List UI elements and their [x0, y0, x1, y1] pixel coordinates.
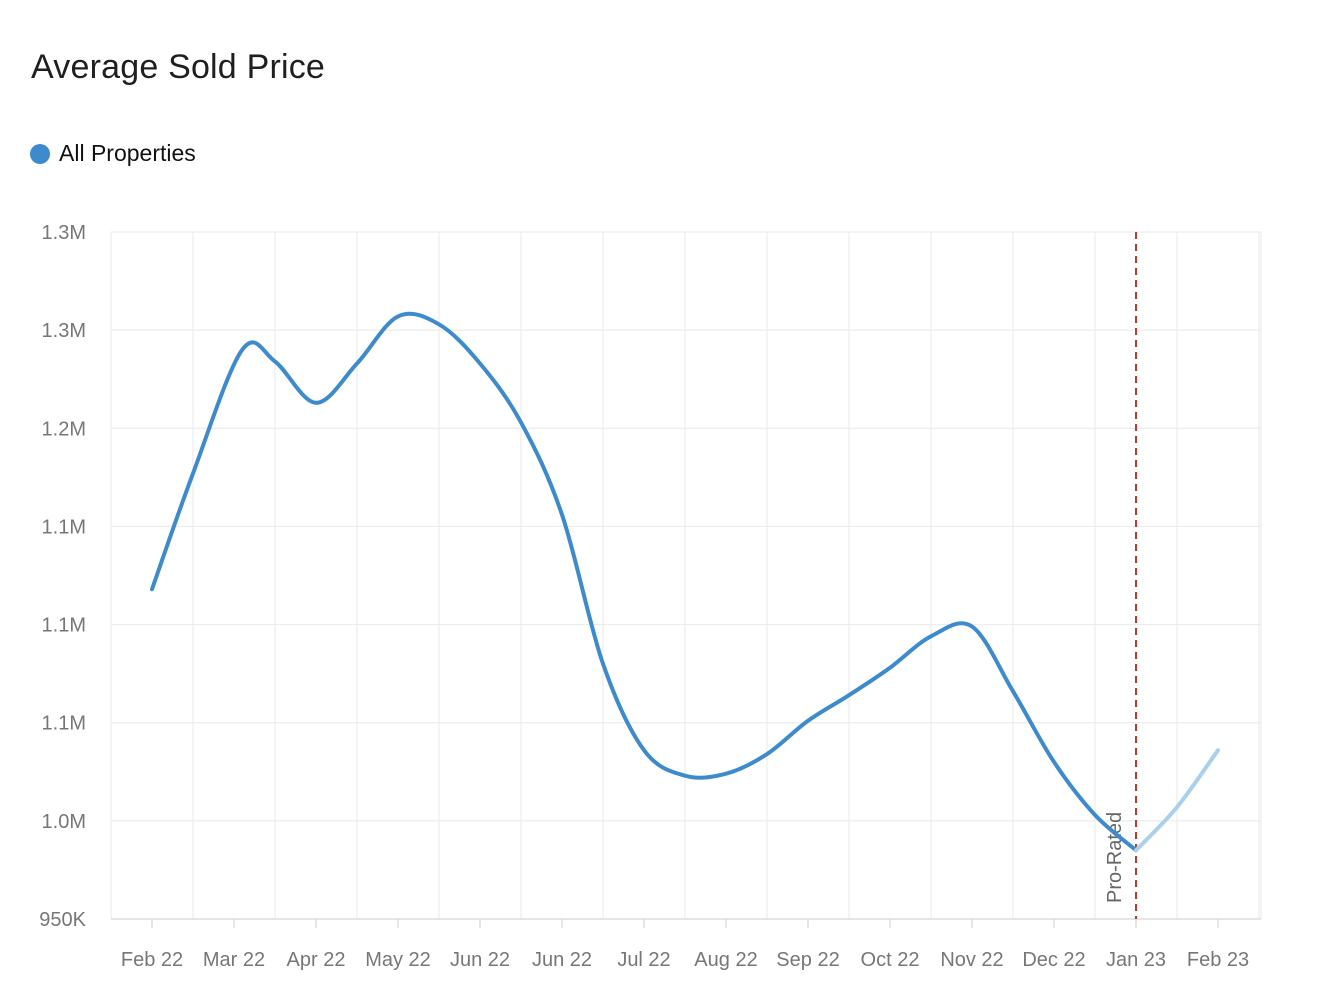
y-axis-ticks: 950K 1.0M 1.1M 1.1M 1.1M 1.2M 1.3M 1.3M [39, 222, 86, 931]
pro-rated-label: Pro-Rated [1104, 812, 1126, 903]
x-tick-label: Feb 22 [121, 949, 183, 971]
grid-lines [110, 231, 1262, 920]
x-tick-label: Oct 22 [861, 949, 920, 971]
x-tick-label: Apr 22 [287, 949, 346, 971]
chart-title: Average Sold Price [31, 48, 326, 86]
legend-marker [30, 143, 50, 164]
x-tick-label: Mar 22 [203, 949, 265, 971]
x-axis-ticks: Feb 22 Mar 22 Apr 22 May 22 Jun 22 Jun 22 Jul … [121, 919, 1249, 971]
x-tick-label: Jun 22 [532, 949, 592, 971]
x-tick-label: Sep 22 [776, 949, 839, 971]
x-tick-label: Feb 23 [1187, 949, 1249, 971]
legend-label: All Properties [59, 140, 196, 166]
y-tick-label: 1.3M [42, 222, 86, 244]
y-tick-label: 1.0M [42, 811, 86, 833]
x-tick-label: Jan 23 [1106, 949, 1166, 971]
series-layer [150, 311, 1220, 853]
y-tick-label: 1.3M [42, 320, 86, 342]
series-line-all-properties[interactable] [150, 311, 1138, 853]
annotations: Pro-Rated [1104, 232, 1137, 919]
y-tick-label: 1.2M [42, 418, 86, 440]
x-tick-label: Nov 22 [940, 949, 1003, 971]
series-line-projected[interactable] [1134, 748, 1220, 853]
x-tick-label: Jul 22 [617, 949, 670, 971]
y-tick-label: 1.1M [42, 713, 86, 735]
y-tick-label: 1.1M [42, 516, 86, 538]
legend-item-all-properties[interactable]: All Properties [30, 140, 196, 167]
x-tick-label: Jun 22 [450, 949, 510, 971]
y-tick-label: 950K [39, 909, 86, 931]
x-tick-label: Aug 22 [694, 949, 757, 971]
x-tick-label: Dec 22 [1022, 949, 1085, 971]
x-tick-label: May 22 [365, 949, 431, 971]
y-tick-label: 1.1M [42, 615, 86, 637]
